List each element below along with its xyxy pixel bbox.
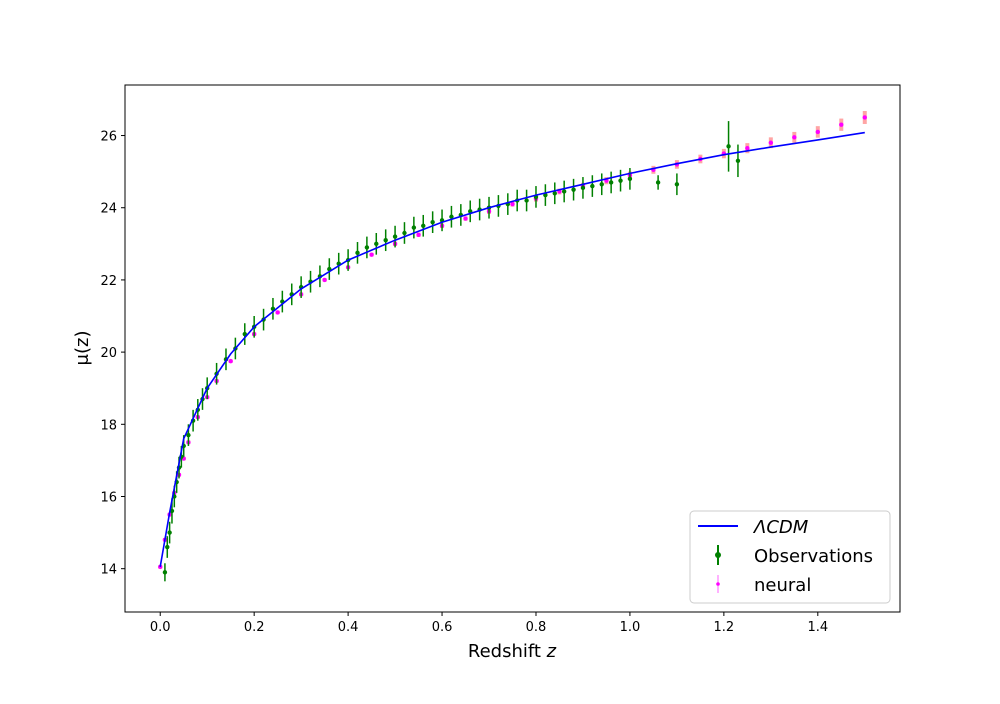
observation-point (165, 544, 170, 550)
observation-point (608, 180, 614, 185)
neural-point (862, 115, 867, 120)
observation-point (655, 180, 661, 185)
y-axis-label: μ(z) (72, 331, 93, 366)
neural-point (815, 129, 821, 135)
observation-point (580, 185, 586, 191)
observation-point (364, 245, 370, 250)
observation-point (411, 225, 417, 230)
neural-point (369, 252, 374, 257)
observation-point (561, 189, 567, 194)
axes-frame (124, 84, 901, 613)
observation-point (392, 234, 398, 239)
y-tick-label: 20 (100, 346, 117, 361)
x-tick-label: 0.6 (432, 620, 453, 635)
x-tick-label: 1.4 (807, 620, 828, 635)
observation-point (726, 144, 731, 149)
observation-point (374, 241, 379, 247)
observation-point (186, 432, 191, 438)
y-tick-label: 14 (100, 563, 117, 578)
neural-point (275, 310, 280, 315)
x-tick-label: 0.0 (150, 620, 171, 635)
x-axis-label: Redshift z (468, 641, 557, 662)
neural-point (416, 232, 421, 237)
neural-point (768, 140, 774, 145)
axis-ticks: 0.0 0.2 0.4 0.6 0.8 1.0 1.2 1.4 14 16 18 20 22 24 26 (100, 130, 828, 635)
legend-observations-label: Observations (754, 546, 873, 567)
observation-point (618, 178, 623, 183)
neural-point (463, 216, 468, 221)
x-axis-label-text: Redshift (468, 641, 547, 662)
y-tick-label: 16 (100, 490, 117, 505)
y-tick-label: 26 (100, 130, 117, 145)
neural-point (228, 358, 233, 364)
neural-point (322, 277, 327, 283)
observation-point (449, 214, 454, 219)
observation-point (590, 183, 595, 189)
legend-lcdm-label: ΛCDM (752, 517, 809, 538)
y-tick-label: 18 (100, 418, 117, 433)
neural-point (792, 135, 797, 140)
x-tick-label: 1.2 (714, 620, 735, 635)
x-tick-label: 0.4 (338, 620, 359, 635)
observation-point (242, 331, 247, 337)
observation-point (421, 223, 426, 228)
y-tick-label: 22 (100, 274, 117, 289)
observation-point (402, 230, 407, 236)
x-axis-label-variable: z (546, 641, 557, 662)
observation-point (355, 250, 360, 256)
observation-point (430, 219, 435, 225)
observation-point (162, 570, 168, 575)
plot-area (158, 110, 867, 582)
observation-point (571, 187, 576, 192)
neural-point (839, 122, 844, 127)
neural-point (745, 145, 750, 151)
legend-neural-marker (716, 582, 720, 586)
observation-point (167, 530, 172, 535)
x-tick-label: 0.2 (244, 620, 265, 635)
lcdm-line (159, 131, 865, 568)
legend: ΛCDM Observations neural (689, 510, 891, 604)
neural-point (510, 201, 515, 207)
observation-point (674, 182, 680, 187)
observation-point (552, 191, 557, 196)
x-tick-label: 1.0 (620, 620, 641, 635)
observation-point (627, 176, 633, 182)
legend-observations-marker (715, 552, 721, 558)
observation-point (383, 238, 388, 243)
x-tick-label: 0.8 (526, 620, 547, 635)
legend-frame (689, 510, 891, 604)
observation-point (524, 198, 529, 203)
observation-point (599, 182, 604, 187)
y-tick-label: 24 (100, 202, 117, 217)
observation-point (735, 158, 741, 164)
legend-neural-label: neural (754, 575, 811, 596)
